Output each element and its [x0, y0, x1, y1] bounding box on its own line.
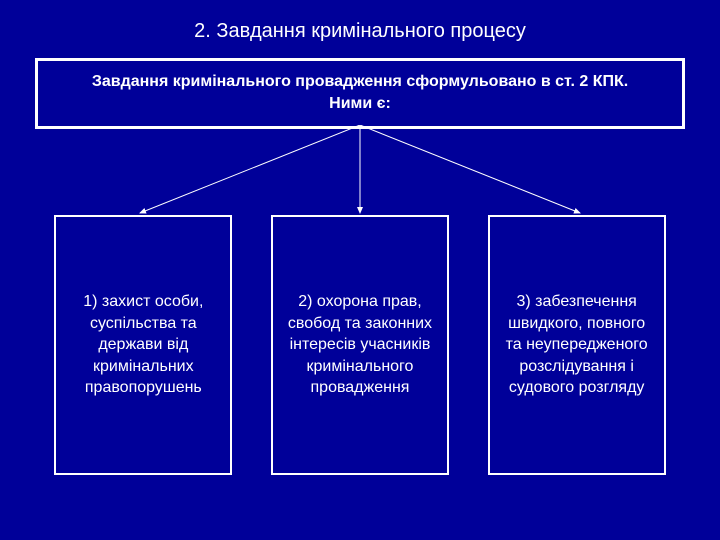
header-line2: Ними є:: [58, 93, 662, 115]
arrow-right: [360, 125, 580, 213]
boxes-row: 1) захист особи, суспільства та держави …: [0, 215, 720, 475]
connector-arrows: [0, 125, 720, 220]
box-2: 2) охорона прав, свобод та законних інте…: [271, 215, 449, 475]
arrow-left: [140, 125, 360, 213]
slide-title: 2. Завдання кримінального процесу: [0, 0, 720, 58]
box-3: 3) забезпечення швидкого, повного та неу…: [488, 215, 666, 475]
box-1: 1) захист особи, суспільства та держави …: [54, 215, 232, 475]
header-line1: Завдання кримінального провадження сформ…: [58, 71, 662, 93]
header-box: Завдання кримінального провадження сформ…: [35, 58, 685, 129]
